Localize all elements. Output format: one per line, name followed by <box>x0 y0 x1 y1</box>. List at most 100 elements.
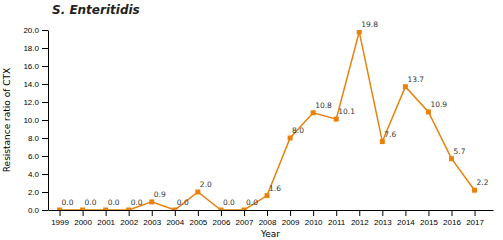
marker <box>426 109 431 114</box>
data-label: 0.0 <box>85 198 97 207</box>
marker <box>403 84 408 89</box>
y-tick-mark <box>42 210 48 211</box>
x-tick-mark <box>152 210 153 216</box>
y-tick-label: 6.0 <box>28 152 40 161</box>
y-tick: 14.0 <box>23 80 48 89</box>
x-tick: 2000 <box>74 210 92 227</box>
x-tick: 2003 <box>143 210 161 227</box>
marker <box>241 208 246 211</box>
x-tick: 2009 <box>282 210 300 227</box>
x-tick-mark <box>336 210 337 216</box>
x-tick-mark <box>359 210 360 216</box>
marker <box>149 199 154 204</box>
x-tick: 2004 <box>166 210 184 227</box>
y-tick: 4.0 <box>28 170 48 179</box>
x-tick-label: 2007 <box>236 218 254 227</box>
y-tick-mark <box>42 156 48 157</box>
x-tick-mark <box>221 210 222 216</box>
x-tick-mark <box>451 210 452 216</box>
x-tick-label: 1999 <box>51 218 69 227</box>
y-tick: 10.0 <box>23 116 48 125</box>
y-axis: 0.02.04.06.08.010.012.014.016.018.020.0 <box>23 26 48 215</box>
y-tick: 6.0 <box>28 152 48 161</box>
marker <box>472 188 477 193</box>
x-tick-label: 2014 <box>397 218 415 227</box>
x-tick-label: 2006 <box>213 218 231 227</box>
y-tick-label: 10.0 <box>23 116 39 125</box>
x-tick-mark <box>313 210 314 216</box>
data-label: 10.8 <box>315 101 332 110</box>
marker <box>195 190 200 195</box>
data-label: 2.2 <box>477 178 489 187</box>
marker <box>103 208 108 211</box>
x-tick: 2005 <box>189 210 207 227</box>
y-tick-label: 4.0 <box>28 170 40 179</box>
x-tick: 2012 <box>351 210 369 227</box>
data-label: 0.0 <box>246 198 258 207</box>
data-label: 0.9 <box>154 190 166 199</box>
x-tick-mark <box>60 210 61 216</box>
x-tick: 2014 <box>397 210 415 227</box>
y-tick: 12.0 <box>23 98 48 107</box>
y-tick-mark <box>42 102 48 103</box>
title: S. Enteritidis <box>52 3 140 17</box>
x-tick-mark <box>244 210 245 216</box>
data-label: 8.0 <box>292 126 304 135</box>
chart: 1999200020012002200320042005200620072008… <box>0 0 503 240</box>
y-tick-mark <box>42 66 48 67</box>
marker <box>380 139 385 144</box>
x-tick-mark <box>175 210 176 216</box>
y-tick-label: 12.0 <box>23 98 39 107</box>
y-axis-title: Resistance ratio of CTX <box>2 68 12 172</box>
y-tick-label: 14.0 <box>23 80 39 89</box>
x-tick-label: 2015 <box>420 218 438 227</box>
data-label: 10.9 <box>430 100 447 109</box>
data-label: 7.6 <box>384 130 396 139</box>
marks <box>57 30 477 210</box>
x-tick: 2001 <box>97 210 115 227</box>
data-label: 13.7 <box>407 75 424 84</box>
data-label: 0.0 <box>62 198 74 207</box>
x-tick-mark <box>83 210 84 216</box>
x-tick-label: 2017 <box>466 218 484 227</box>
data-label: 0.0 <box>108 198 120 207</box>
x-tick-label: 2016 <box>443 218 461 227</box>
marker <box>126 208 131 211</box>
y-tick-label: 18.0 <box>23 44 39 53</box>
plot: 1999200020012002200320042005200620072008… <box>23 20 493 227</box>
x-tick: 2015 <box>420 210 438 227</box>
x-tick-label: 2001 <box>97 218 115 227</box>
x-axis-line <box>49 210 494 211</box>
x-tick-label: 2012 <box>351 218 369 227</box>
marker <box>172 208 177 211</box>
x-tick-mark <box>198 210 199 216</box>
y-tick: 18.0 <box>23 44 48 53</box>
x-tick-mark <box>405 210 406 216</box>
x-tick: 2007 <box>236 210 254 227</box>
y-tick-mark <box>42 30 48 31</box>
x-tick-mark <box>106 210 107 216</box>
x-tick-mark <box>267 210 268 216</box>
x-tick-mark <box>129 210 130 216</box>
y-tick: 16.0 <box>23 62 48 71</box>
marker <box>288 136 293 141</box>
marker <box>449 156 454 161</box>
data-label: 2.0 <box>200 180 212 189</box>
x-tick: 2008 <box>259 210 277 227</box>
data-label: 10.1 <box>338 107 355 116</box>
data-label: 0.0 <box>131 198 143 207</box>
x-tick: 2017 <box>466 210 484 227</box>
data-label: 19.8 <box>361 20 378 29</box>
x-axis: 1999200020012002200320042005200620072008… <box>49 210 494 227</box>
marker <box>265 193 270 198</box>
y-tick-mark <box>42 192 48 193</box>
y-tick-mark <box>42 48 48 49</box>
x-tick-label: 2000 <box>74 218 92 227</box>
data-label: 5.7 <box>453 147 465 156</box>
data-label: 1.6 <box>269 184 281 193</box>
marker <box>311 110 316 115</box>
y-tick: 0.0 <box>28 206 48 215</box>
x-tick: 2013 <box>374 210 392 227</box>
x-tick-mark <box>290 210 291 216</box>
x-tick: 2016 <box>443 210 461 227</box>
